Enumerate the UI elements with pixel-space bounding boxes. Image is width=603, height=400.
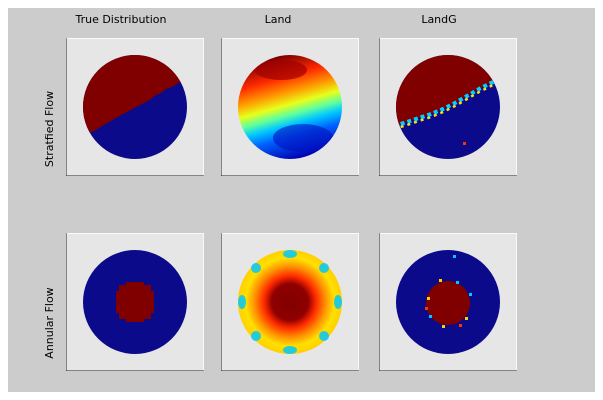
panel-annular-landg <box>379 233 517 371</box>
column-title-land: Land <box>264 13 292 26</box>
figure-window: True Distribution Land LandG Stratfied F… <box>8 8 595 392</box>
row-title-stratified-flow: Stratfied Flow <box>43 90 56 168</box>
panel-annular-true <box>66 233 204 371</box>
panel-annular-land <box>221 233 359 371</box>
panel-stratified-true <box>66 38 204 176</box>
row-title-annular-flow: Annular Flow <box>43 287 56 359</box>
panel-stratified-landg <box>379 38 517 176</box>
column-title-landg: LandG <box>421 13 457 26</box>
column-title-true-distribution: True Distribution <box>75 13 167 26</box>
panel-stratified-land <box>221 38 359 176</box>
